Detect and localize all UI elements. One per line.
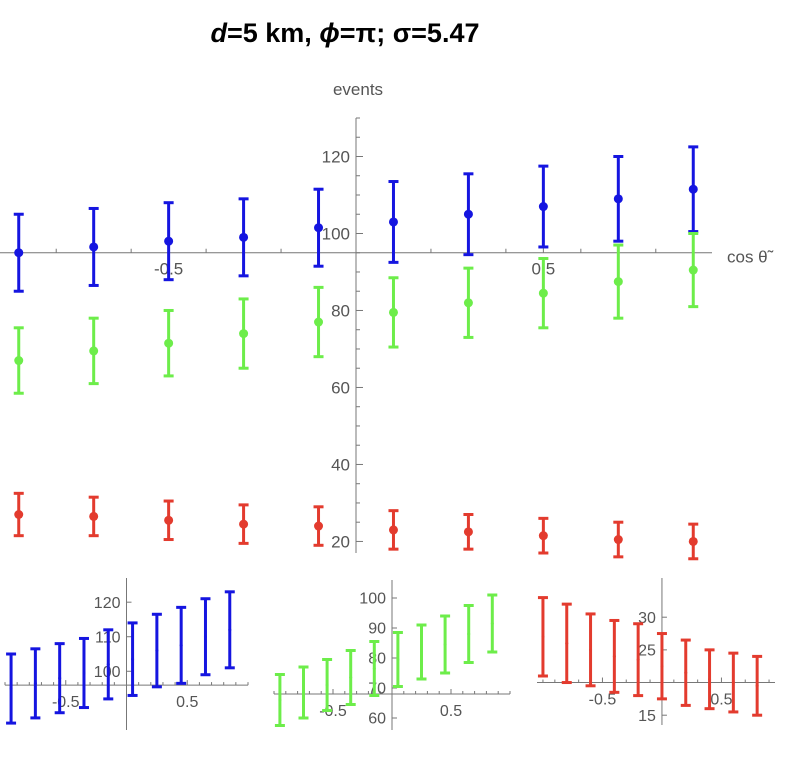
main-blue-point <box>613 194 623 204</box>
main-y-tick-label: 120 <box>322 147 350 166</box>
inset-green-point <box>443 643 447 646</box>
inset-red-point <box>708 677 712 681</box>
main-red-point <box>239 519 249 529</box>
title-d-text: =5 km, <box>227 18 320 48</box>
inset-red-point <box>755 684 759 688</box>
inset-green-point <box>302 691 305 694</box>
main-y-tick-label: 100 <box>322 224 350 243</box>
inset-green-y-tick-label: 70 <box>368 681 386 698</box>
main-y-tick-label: 40 <box>331 455 350 474</box>
inset-blue-point <box>179 643 183 647</box>
inset-green-point <box>396 658 400 661</box>
inset-blue-point <box>106 662 110 666</box>
title-phi-symbol: ϕ <box>319 18 340 48</box>
inset-red-y-tick-label: 25 <box>638 642 656 659</box>
inset-red-point <box>636 658 640 662</box>
chart-title: d=5 km, ϕ=π; σ=5.47 <box>0 18 690 49</box>
main-red-point <box>388 525 398 535</box>
inset-blue-point <box>131 657 135 661</box>
main-blue-point <box>538 202 548 212</box>
inset-green-point <box>372 667 376 670</box>
inset-blue-point <box>58 676 62 680</box>
main-green-point <box>14 356 24 366</box>
main-y-tick-label: 20 <box>331 532 350 551</box>
main-red-point <box>538 531 548 541</box>
inset-green-point <box>349 676 353 679</box>
inset-blue-point <box>33 681 37 685</box>
main-green-point <box>239 329 249 339</box>
main-green-point <box>538 288 548 298</box>
inset-blue-panel: -0.50.5100110120 <box>4 578 249 730</box>
inset-blue-y-tick-label: 120 <box>94 595 121 612</box>
inset-green-point <box>467 632 471 636</box>
main-red-point <box>14 510 24 520</box>
inset-blue-point <box>203 635 207 639</box>
inset-blue-point <box>9 687 13 691</box>
inset-green-point <box>278 698 282 702</box>
inset-red-point <box>684 671 688 675</box>
main-blue-point <box>164 236 174 246</box>
main-panel: -0.50.520406080100120 <box>0 117 712 561</box>
main-blue-point <box>89 242 99 252</box>
main-blue-point <box>239 232 249 242</box>
inset-red-point <box>731 681 735 685</box>
main-blue-point <box>463 209 473 219</box>
inset-green-x-tick-label: 0.5 <box>440 703 462 720</box>
title-d-symbol: d <box>210 18 228 48</box>
inset-green-point <box>420 650 423 654</box>
main-green-point <box>164 338 174 348</box>
inset-red-point <box>541 635 545 639</box>
inset-green-y-tick-label: 100 <box>359 591 386 608</box>
inset-green-y-tick-label: 60 <box>368 711 386 728</box>
main-green-point <box>688 265 698 275</box>
inset-blue-x-tick-label: 0.5 <box>176 694 198 711</box>
inset-red-point <box>589 648 593 652</box>
main-blue-point <box>314 223 324 233</box>
inset-red-x-tick-label: 0.5 <box>710 692 732 709</box>
inset-green-point <box>490 622 494 625</box>
inset-green-y-tick-label: 80 <box>368 651 386 668</box>
main-green-point <box>463 298 473 308</box>
inset-blue-point <box>155 649 159 653</box>
inset-blue-point <box>228 628 232 632</box>
main-red-point <box>164 515 174 525</box>
inset-blue-x-tick-label: -0.5 <box>52 694 80 711</box>
x-axis-label: cos θ̃ <box>727 248 774 267</box>
main-blue-point <box>14 248 24 258</box>
main-blue-point <box>688 184 698 194</box>
inset-red-x-tick-label: -0.5 <box>589 692 617 709</box>
inset-red-point <box>565 641 569 645</box>
main-red-point <box>314 521 324 531</box>
inset-red-y-tick-label: 15 <box>638 708 656 725</box>
inset-red-point <box>612 654 616 658</box>
main-red-point <box>613 535 623 545</box>
main-red-point <box>688 536 698 546</box>
main-green-point <box>89 346 99 356</box>
main-green-point <box>314 317 324 327</box>
main-blue-point <box>388 217 398 227</box>
main-green-point <box>388 307 398 317</box>
inset-green-y-tick-label: 90 <box>368 621 386 638</box>
inset-blue-point <box>82 671 86 675</box>
main-green-point <box>613 277 623 287</box>
y-axis-label: events <box>333 80 383 99</box>
title-rest-text: =π; σ=5.47 <box>339 18 480 48</box>
main-y-tick-label: 60 <box>331 378 350 397</box>
inset-red-point <box>660 664 664 668</box>
main-y-tick-label: 80 <box>331 301 350 320</box>
main-red-point <box>89 511 99 521</box>
main-red-point <box>463 527 473 537</box>
inset-green-point <box>325 683 329 687</box>
